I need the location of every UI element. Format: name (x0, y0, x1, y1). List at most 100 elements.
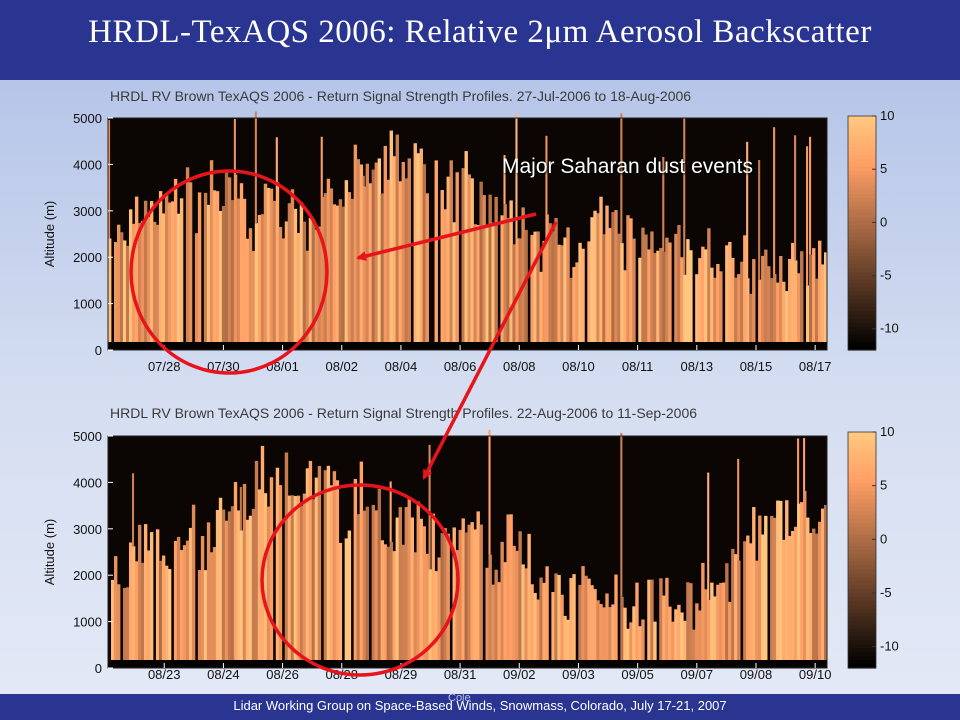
colorbar-cell (848, 240, 876, 246)
heatmap-column (803, 490, 807, 660)
heatmap-column (266, 506, 271, 660)
heatmap-column (545, 566, 549, 660)
heatmap-column (758, 515, 762, 660)
colorbar-cell (848, 530, 876, 535)
heatmap-column (533, 231, 537, 342)
colorbar-cell (848, 116, 876, 121)
heatmap-column (713, 277, 717, 342)
colorbar-cell (848, 342, 876, 347)
colorbar-cell (848, 479, 876, 484)
colorbar-cell (848, 170, 876, 176)
heatmap-column (203, 570, 208, 660)
colorbar-cell (848, 295, 876, 300)
heatmap-column (350, 198, 355, 342)
heatmap-column (308, 460, 313, 660)
colorbar-cell (848, 330, 876, 335)
colorbar-cell (848, 483, 876, 488)
heatmap-column (299, 506, 304, 660)
colorbar-cell (848, 283, 876, 289)
heatmap-column (782, 281, 786, 342)
surface-band (108, 342, 827, 350)
heatmap-spike (362, 175, 365, 187)
heatmap-column (551, 231, 555, 342)
heatmap-column (494, 196, 498, 342)
heatmap-column (632, 238, 636, 342)
heatmap-column (284, 221, 289, 342)
heatmap-column (707, 599, 711, 660)
colorbar-cell (848, 550, 876, 555)
heatmap-column (113, 556, 118, 660)
colorbar-tick-label: 0 (880, 531, 887, 546)
heatmap-column (296, 495, 301, 660)
heatmap-column (443, 528, 447, 660)
heatmap-column (377, 158, 382, 342)
heatmap-column (269, 188, 274, 342)
heatmap-column (521, 564, 525, 660)
x-tick-label: 09/02 (503, 667, 536, 682)
heatmap-column (362, 510, 367, 660)
heatmap-column (497, 582, 501, 660)
colorbar-cell (848, 569, 876, 575)
heatmap-column (383, 145, 388, 342)
heatmap-column (272, 200, 277, 342)
heatmap-column (386, 546, 391, 660)
heatmap-column (605, 205, 609, 342)
heatmap-column (590, 217, 594, 342)
heatmap-column (512, 545, 516, 660)
heatmap-cells (108, 111, 828, 342)
heatmap-column (257, 215, 262, 342)
heatmap-column (215, 510, 220, 660)
colorbar-cell (848, 487, 876, 492)
x-tick-label: 08/08 (503, 359, 536, 374)
heatmap-spike (707, 472, 710, 600)
colorbar-cell (848, 326, 876, 332)
heatmap-column (776, 282, 780, 342)
heatmap-column (698, 610, 702, 660)
heatmap-column (734, 277, 738, 342)
heatmap-column (209, 160, 214, 342)
heatmap-spike (662, 156, 665, 252)
heatmap-column (311, 499, 316, 660)
colorbar-cell (848, 229, 876, 234)
colorbar-cell (848, 260, 876, 265)
heatmap-column (389, 130, 394, 342)
heatmap-column (518, 531, 522, 660)
heatmap-column (503, 204, 507, 342)
heatmap-column (788, 535, 792, 660)
heatmap-column (743, 235, 747, 342)
colorbar-cell (848, 147, 876, 152)
heatmap-column (359, 461, 364, 660)
heatmap-column (617, 233, 621, 342)
colorbar-cell (848, 279, 876, 285)
heatmap-column (245, 519, 250, 660)
heatmap-column (725, 245, 729, 342)
heatmap-spike (803, 438, 806, 491)
heatmap-column (278, 485, 283, 660)
colorbar (848, 432, 876, 669)
colorbar-cell (848, 648, 876, 653)
heatmap-column (170, 201, 175, 342)
heatmap-column (512, 244, 516, 342)
colorbar-cell (848, 318, 876, 324)
heatmap-spike (797, 438, 800, 504)
colorbar-cell (848, 139, 876, 144)
heatmap-spike (233, 118, 236, 175)
heatmap-column (140, 220, 145, 342)
heatmap-spike (620, 432, 623, 597)
heatmap-column (287, 203, 292, 342)
heatmap-column (665, 577, 669, 660)
chart-bottom: HRDL RV Brown TexAQS 2006 - Return Signa… (42, 405, 899, 682)
heatmap-column (653, 621, 657, 660)
heatmap-column (773, 517, 777, 660)
heatmap-column (491, 222, 495, 342)
heatmap-column (404, 507, 408, 660)
highlight-circle-top (129, 169, 329, 375)
heatmap-column (566, 227, 570, 342)
heatmap-column (500, 541, 504, 660)
heatmap-column (344, 538, 349, 660)
heatmap-column (293, 496, 298, 660)
heatmap-column (125, 245, 130, 342)
colorbar-cell (848, 585, 876, 590)
heatmap-column (695, 603, 699, 660)
heatmap-column (338, 199, 343, 342)
